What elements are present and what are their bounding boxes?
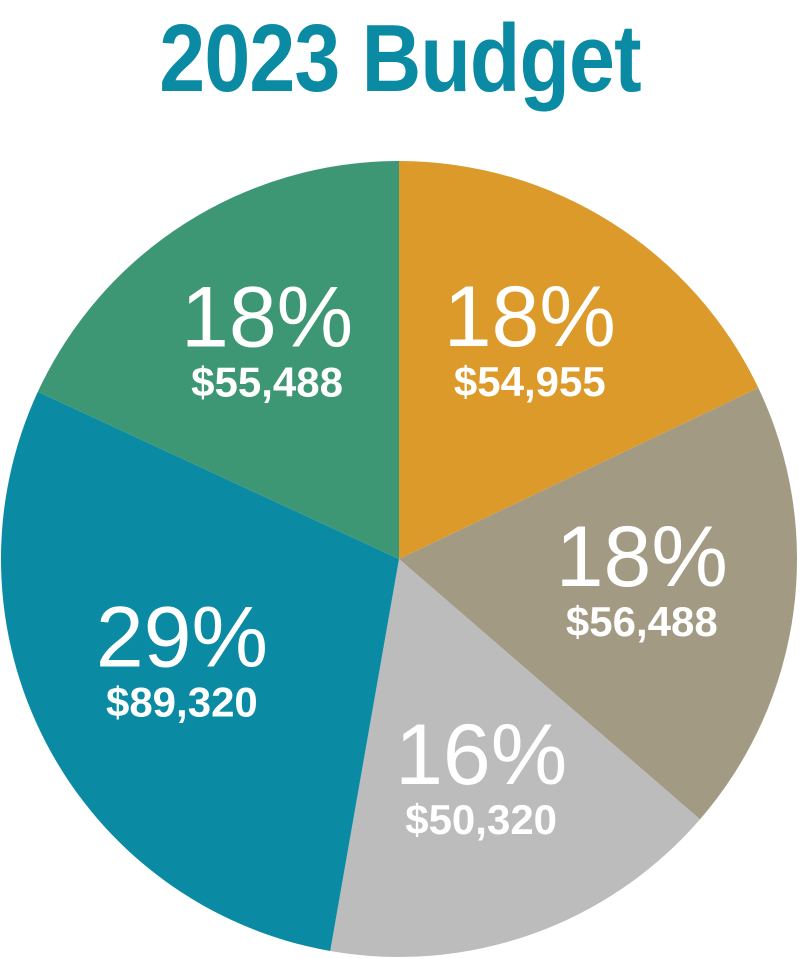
slice-percent-label: 18% bbox=[444, 269, 616, 365]
pie-labels: 18%$54,95518%$56,48816%$50,32029%$89,320… bbox=[96, 269, 728, 843]
slice-percent-label: 18% bbox=[181, 270, 353, 366]
pie-slices bbox=[1, 161, 798, 957]
chart-title: 2023 Budget bbox=[159, 5, 641, 112]
slice-percent-label: 29% bbox=[96, 590, 268, 686]
slice-amount-label: $55,488 bbox=[191, 359, 343, 406]
slice-amount-label: $56,488 bbox=[566, 598, 718, 645]
slice-percent-label: 16% bbox=[395, 707, 567, 803]
pie-slice bbox=[37, 161, 399, 559]
pie-slice bbox=[330, 559, 700, 957]
slice-percent-label: 18% bbox=[556, 509, 728, 605]
pie-slice bbox=[399, 387, 798, 820]
slice-amount-label: $50,320 bbox=[405, 796, 557, 843]
pie-slice bbox=[1, 391, 400, 952]
slice-amount-label: $54,955 bbox=[454, 358, 606, 405]
pie-slice bbox=[399, 161, 759, 559]
slice-amount-label: $89,320 bbox=[106, 679, 258, 726]
